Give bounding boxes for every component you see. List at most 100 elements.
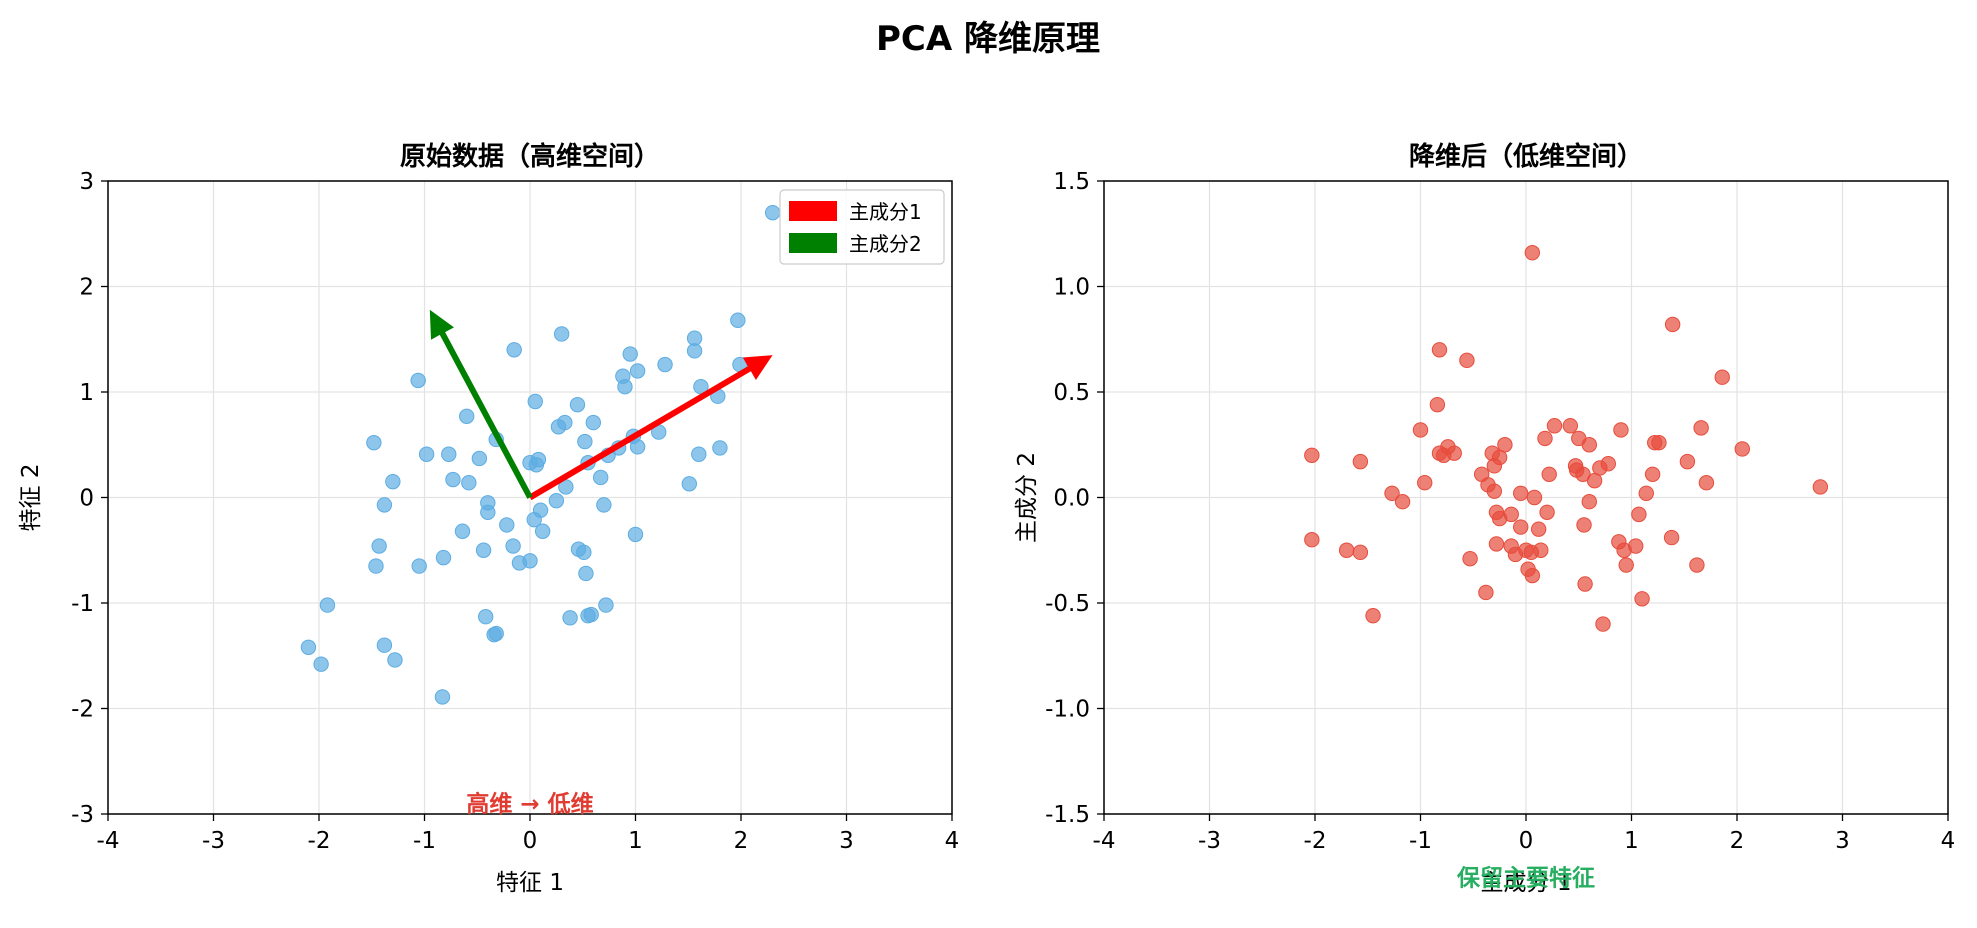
chart2-point-8	[1412, 422, 1429, 438]
chart1-x-tick-label-2: -2	[308, 828, 331, 854]
chart1-point-29	[505, 538, 521, 554]
chart2-point-51	[1576, 517, 1592, 533]
chart1-point-14	[435, 549, 452, 566]
chart1-point-66	[629, 363, 646, 379]
chart1-point-68	[657, 356, 673, 373]
chart2-point-75	[1698, 475, 1715, 491]
chart2-y-tick-label-0: -1.5	[1045, 802, 1090, 828]
chart2-point-10	[1429, 396, 1446, 413]
chart1-point-54	[585, 414, 601, 431]
chart2-point-11	[1431, 342, 1448, 358]
chart1-point-3	[376, 637, 393, 653]
chart2-point-50	[1575, 466, 1591, 482]
chart1-y-tick-label-3: 0	[79, 486, 94, 512]
chart1-point-56	[596, 497, 612, 513]
chart1-point-55	[592, 469, 609, 486]
chart1-title: 原始数据（高维空间）	[400, 141, 660, 172]
chart1-x-tick-label-4: 0	[523, 828, 538, 854]
chart1-legend-swatch-2	[789, 233, 837, 253]
chart2-point-39	[1526, 489, 1543, 506]
chart1-point-36	[530, 451, 547, 468]
chart2-x-tick-label-1: -3	[1198, 828, 1221, 854]
chart1-point-64	[627, 526, 644, 543]
chart1-point-13	[411, 558, 427, 574]
chart1-legend-swatch-1	[789, 201, 837, 221]
chart1-point-43	[557, 414, 573, 431]
chart2-point-33	[1513, 485, 1529, 501]
chart1-point-24	[477, 609, 494, 625]
chart1-point-12	[418, 446, 435, 462]
chart1-x-tick-label-0: -4	[97, 828, 120, 854]
figure-title: PCA 降维原理	[876, 19, 1100, 59]
chart2-point-66	[1638, 485, 1654, 501]
chart2-point-40	[1530, 521, 1547, 537]
chart1-arrow-2	[429, 309, 533, 499]
chart2-frame	[1103, 180, 1949, 815]
chart2-title: 降维后（低维空间）	[1409, 141, 1643, 172]
chart1-x-tick-label-7: 3	[839, 828, 854, 854]
chart1-y-tick-label-2: -1	[71, 591, 94, 617]
chart2-point-57	[1595, 616, 1611, 632]
chart2-x-tick-label-4: 0	[1519, 828, 1534, 854]
chart2-point-73	[1689, 557, 1705, 573]
chart2-point-53	[1581, 437, 1598, 453]
chart2-points	[1304, 245, 1829, 632]
right-chart-panel: -4 -3 -2 -1 0 1 2 3 4 -1.5 -1.0 -0.5 0.0 0.5 1.0 1.5 降维后…	[1014, 141, 1955, 896]
chart1-y-tick-label-6: 3	[79, 169, 94, 195]
chart2-x-tick-label-3: -1	[1409, 828, 1432, 854]
chart2-point-23	[1486, 483, 1503, 499]
chart1-point-23	[480, 504, 496, 520]
chart2-point-78	[1812, 479, 1829, 495]
chart2-y-tick-label-6: 1.5	[1053, 169, 1090, 195]
chart1-point-2	[319, 597, 336, 613]
chart1-point-69	[681, 476, 698, 492]
chart1-point-61	[617, 379, 633, 395]
chart1-point-65	[629, 439, 646, 455]
chart2-point-32	[1513, 519, 1529, 535]
chart1-point-15	[441, 446, 457, 462]
chart1-point-42	[553, 326, 570, 342]
chart2-point-0	[1304, 447, 1320, 463]
chart2-x-tick-label-7: 3	[1835, 828, 1850, 854]
chart2-point-6	[1384, 485, 1400, 501]
chart2-point-38	[1524, 567, 1541, 584]
chart1-x-tick-label-3: -1	[413, 828, 436, 854]
chart2-point-1	[1304, 532, 1320, 548]
chart2-point-70	[1664, 316, 1681, 333]
chart2-x-tick-label-8: 4	[1941, 828, 1956, 854]
chart1-point-50	[578, 565, 594, 582]
chart1-y-tick-label-0: -3	[71, 802, 94, 828]
chart2-point-69	[1651, 434, 1667, 451]
chart2-point-52	[1577, 576, 1593, 592]
chart1-point-20	[471, 450, 488, 467]
chart1-point-26	[486, 626, 502, 643]
chart1-point-76	[730, 312, 746, 328]
chart2-point-77	[1734, 441, 1750, 457]
chart1-point-19	[454, 523, 471, 539]
chart1-point-4	[387, 652, 403, 668]
chart2-point-63	[1628, 538, 1644, 554]
chart2-point-29	[1503, 506, 1519, 523]
chart1-point-53	[583, 606, 599, 623]
chart2-point-5	[1365, 607, 1381, 624]
chart2-point-16	[1459, 352, 1475, 369]
chart1-y-tick-label-1: -2	[71, 697, 94, 723]
chart2-y-tick-label-1: -1.0	[1045, 697, 1090, 723]
chart2-point-19	[1478, 584, 1494, 601]
chart1-x-axis-label: 特征 1	[496, 870, 564, 896]
chart1-point-28	[499, 517, 515, 533]
chart1-x-tick-label-1: -3	[202, 828, 225, 854]
chart2-point-42	[1537, 430, 1553, 447]
chart2-point-43	[1539, 504, 1555, 520]
chart2-y-axis-label: 主成分 2	[1014, 452, 1040, 543]
chart2-point-71	[1663, 529, 1680, 546]
chart2-y-tick-label-2: -0.5	[1045, 591, 1090, 617]
chart2-point-37	[1524, 245, 1541, 261]
chart1-point-38	[532, 502, 549, 518]
chart1-y-tick-label-4: 1	[79, 380, 94, 406]
chart1-legend-label-1: 主成分1	[849, 200, 922, 224]
chart1-point-11	[410, 372, 426, 389]
chart1-point-16	[445, 471, 461, 488]
chart2-point-46	[1562, 418, 1579, 434]
